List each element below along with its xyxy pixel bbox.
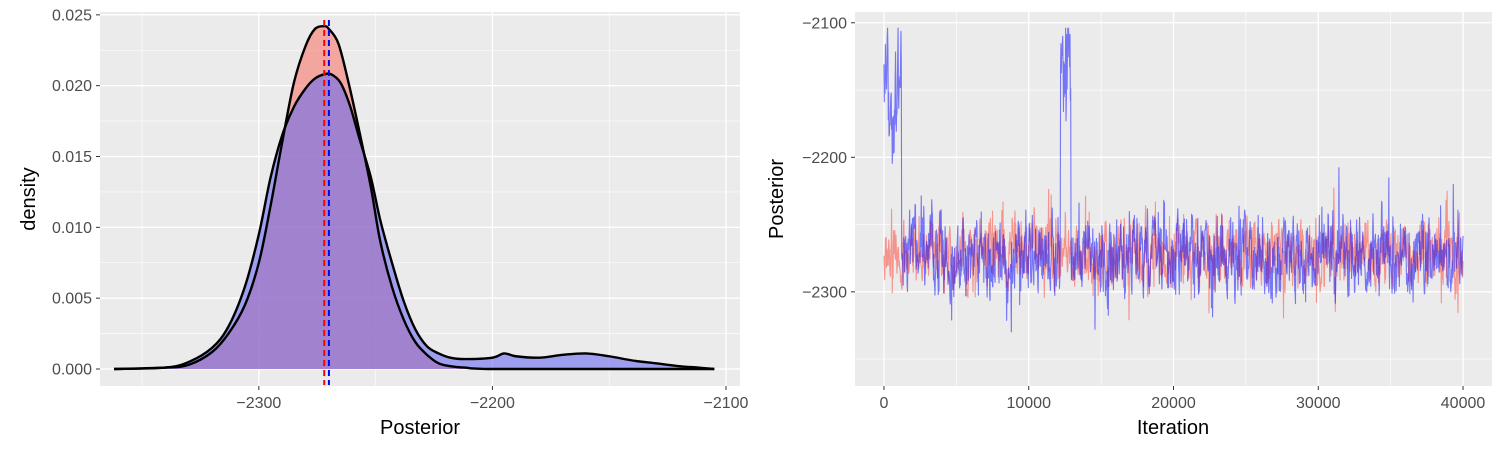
- trace-chart: 0 10000 20000 30000 40000 −2300 −2200 −2100 It…: [766, 12, 1492, 439]
- density-areas: [113, 24, 715, 371]
- trace-x-tick-label: 20000: [1151, 395, 1196, 412]
- density-y-tick-label: 0.000: [52, 362, 92, 379]
- trace-y-tick-label: −2200: [802, 150, 847, 167]
- density-outline-blue: [113, 72, 715, 371]
- density-x-axis: −2300 −2200 −2100: [236, 386, 749, 412]
- trace-x-axis: 0 10000 20000 30000 40000: [880, 386, 1486, 412]
- density-x-tick-label: −2300: [236, 395, 281, 412]
- trace-lines: [883, 27, 1464, 333]
- trace-x-tick-label: 40000: [1441, 395, 1486, 412]
- trace-x-axis-title: Iteration: [1137, 417, 1209, 439]
- trace-x-tick-label: 10000: [1006, 395, 1051, 412]
- density-mean-lines: [323, 20, 330, 385]
- density-x-axis-title: Posterior: [380, 417, 460, 439]
- density-y-tick-label: 0.020: [52, 78, 92, 95]
- trace-line-blue: [883, 27, 1464, 333]
- density-panel-background: [100, 12, 740, 386]
- trace-y-tick-label: −2100: [802, 15, 847, 32]
- density-y-tick-label: 0.010: [52, 220, 92, 237]
- density-x-tick-label: −2100: [704, 395, 749, 412]
- trace-x-tick-label: 0: [880, 395, 889, 412]
- density-y-axis-title: density: [18, 167, 40, 230]
- density-x-tick-label: −2200: [470, 395, 515, 412]
- density-y-tick-label: 0.015: [52, 149, 92, 166]
- density-y-tick-label: 0.025: [52, 7, 92, 24]
- trace-y-tick-label: −2300: [802, 284, 847, 301]
- density-chart: −2300 −2200 −2100 0.000 0.005 0.010 0.015 0.02…: [18, 7, 749, 439]
- density-outline-red: [113, 24, 715, 371]
- density-y-axis: 0.000 0.005 0.010 0.015 0.020 0.025: [52, 7, 100, 379]
- density-area-blue: [114, 73, 715, 369]
- trace-y-axis-title: Posterior: [766, 159, 788, 239]
- trace-y-axis: −2300 −2200 −2100: [802, 15, 855, 301]
- trace-x-tick-label: 30000: [1296, 395, 1341, 412]
- density-y-tick-label: 0.005: [52, 291, 92, 308]
